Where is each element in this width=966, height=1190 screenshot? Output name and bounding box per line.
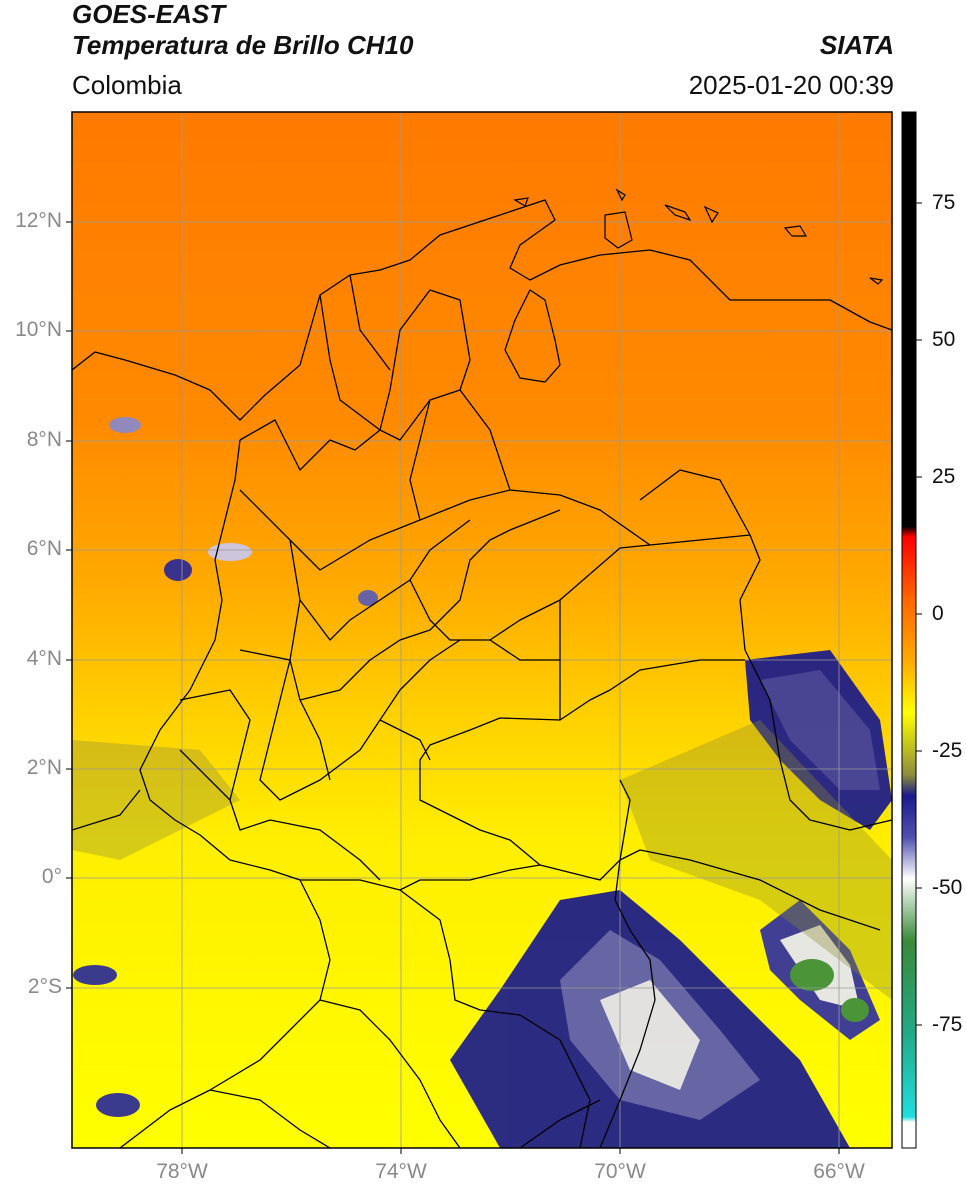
lon-label: 66°W (813, 1160, 865, 1183)
map-frame (71, 111, 893, 1149)
lon-label: 78°W (156, 1160, 208, 1183)
colorbar-label: -75 (932, 1013, 963, 1036)
lat-label: 4°N (26, 647, 62, 670)
colorbar-label: 75 (932, 191, 956, 214)
lat-label: 2°N (26, 756, 62, 779)
lat-label: 6°N (26, 537, 62, 560)
organization-label: SIATA (819, 30, 894, 60)
colorbar-label: 0 (932, 602, 944, 625)
colorbar (901, 111, 917, 1149)
colorbar-label: 50 (932, 328, 956, 351)
region-label: Colombia (72, 70, 182, 100)
colorbar-label: -25 (932, 739, 963, 762)
colorbar-ticks (916, 202, 922, 1026)
borders (72, 199, 892, 1148)
datetime-label: 2025-01-20 00:39 (688, 70, 894, 100)
cloud-clusters (73, 417, 892, 1148)
satellite-title: GOES-EAST (72, 0, 226, 29)
colorbar-label: -50 (932, 876, 963, 899)
lat-label: 2°S (27, 975, 62, 998)
colorbar-label: 25 (932, 465, 956, 488)
map-background (72, 112, 892, 1148)
lat-label: 12°N (15, 209, 62, 232)
lat-label: 0° (41, 865, 62, 888)
lat-label: 8°N (26, 428, 62, 451)
lon-label: 70°W (594, 1160, 646, 1183)
product-title: Temperatura de Brillo CH10 (72, 30, 414, 60)
lon-label: 74°W (375, 1160, 427, 1183)
axis-ticks (66, 221, 840, 1154)
lat-label: 10°N (15, 318, 62, 341)
islands (513, 188, 884, 285)
warm-cloud-areas (72, 720, 892, 1000)
